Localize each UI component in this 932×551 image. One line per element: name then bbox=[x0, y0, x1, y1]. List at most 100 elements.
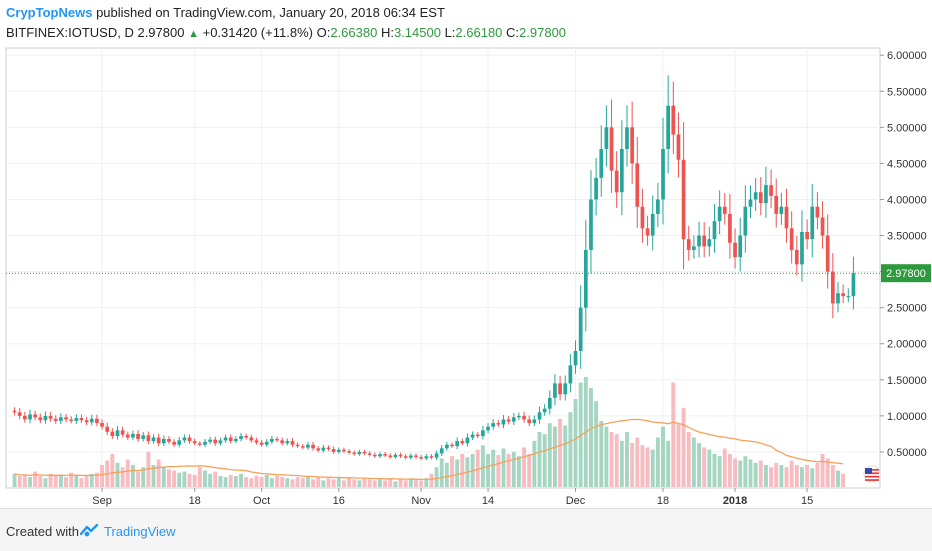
chart-header: CrypTopNews published on TradingView.com… bbox=[0, 0, 932, 48]
volume-bar bbox=[110, 454, 115, 487]
volume-bar bbox=[532, 440, 537, 487]
price-tick-label: 2.00000 bbox=[887, 339, 927, 351]
candle-body bbox=[187, 437, 192, 442]
candle-body bbox=[604, 127, 609, 149]
time-tick-label: 14 bbox=[482, 495, 494, 507]
candle-body bbox=[594, 177, 598, 200]
volume-bar bbox=[738, 460, 743, 487]
volume-bar bbox=[17, 476, 22, 487]
volume-bar bbox=[640, 445, 645, 487]
close-label: C: bbox=[506, 25, 520, 40]
volume-bar bbox=[836, 470, 840, 487]
candle-body bbox=[316, 448, 321, 451]
candle-body bbox=[774, 195, 779, 214]
published-text: published on TradingView.com, January 20… bbox=[96, 5, 445, 20]
candle-body bbox=[830, 271, 835, 304]
candle-body bbox=[182, 437, 187, 441]
candle-body bbox=[697, 235, 701, 247]
candle-body bbox=[53, 418, 58, 421]
volume-bar bbox=[22, 474, 27, 487]
volume-bar bbox=[625, 432, 629, 487]
tradingview-brand[interactable]: TradingView bbox=[104, 524, 176, 539]
candle-body bbox=[89, 418, 94, 423]
tradingview-logo-icon[interactable] bbox=[80, 522, 100, 538]
candle-body bbox=[131, 433, 135, 438]
volume-bar bbox=[146, 451, 151, 487]
candle-body bbox=[69, 419, 74, 421]
candle-body bbox=[722, 206, 727, 214]
volume-bar bbox=[635, 437, 640, 487]
candle-body bbox=[146, 435, 151, 442]
candle-body bbox=[228, 437, 233, 442]
volume-bar bbox=[789, 460, 794, 487]
candle-body bbox=[223, 437, 228, 441]
volume-bar bbox=[511, 451, 516, 487]
volume-bar bbox=[717, 456, 722, 487]
candle-body bbox=[671, 105, 676, 135]
volume-bar bbox=[316, 477, 321, 487]
candle-body bbox=[532, 419, 537, 424]
candle-body bbox=[172, 441, 176, 445]
volume-bar bbox=[486, 454, 490, 487]
price-chart[interactable]: 0.500001.000001.500002.000002.500003.000… bbox=[0, 0, 932, 508]
volume-bar bbox=[378, 479, 382, 487]
candle-body bbox=[372, 454, 377, 457]
candle-body bbox=[336, 449, 341, 452]
candle-body bbox=[676, 134, 681, 160]
candle-body bbox=[491, 423, 496, 427]
volume-bar bbox=[779, 465, 784, 487]
volume-bar bbox=[275, 476, 279, 487]
candle-body bbox=[666, 105, 671, 149]
candle-body bbox=[527, 419, 532, 424]
candle-body bbox=[465, 437, 470, 444]
candle-body bbox=[259, 442, 264, 445]
volume-bar bbox=[156, 459, 161, 487]
candle-body bbox=[434, 453, 439, 458]
volume-bar bbox=[805, 465, 810, 487]
volume-bar bbox=[774, 462, 779, 487]
volume-bar bbox=[213, 471, 218, 487]
candle-body bbox=[625, 127, 629, 149]
volume-bar bbox=[352, 479, 357, 487]
volume-bar bbox=[321, 480, 326, 487]
candle-body bbox=[820, 217, 825, 236]
volume-bar bbox=[74, 476, 79, 487]
volume-bar bbox=[48, 473, 53, 487]
candle-body bbox=[239, 436, 243, 439]
volume-bar bbox=[475, 449, 480, 487]
candle-body bbox=[455, 441, 460, 447]
candle-body bbox=[429, 456, 434, 458]
close-value: 2.97800 bbox=[519, 25, 567, 40]
price-tick-label: 0.50000 bbox=[887, 447, 927, 459]
candle-body bbox=[800, 231, 804, 265]
volume-bar bbox=[702, 447, 707, 487]
volume-bar bbox=[547, 423, 552, 487]
candle-body bbox=[738, 235, 743, 258]
volume-bar bbox=[228, 474, 233, 487]
volume-bar bbox=[64, 477, 68, 487]
candle-body bbox=[383, 454, 387, 456]
volume-bar bbox=[542, 434, 547, 487]
candle-body bbox=[836, 293, 840, 304]
candle-body bbox=[481, 430, 485, 437]
candle-body bbox=[295, 444, 300, 447]
candle-body bbox=[43, 415, 48, 421]
volume-bar bbox=[408, 478, 413, 487]
publish-line: CrypTopNews published on TradingView.com… bbox=[6, 5, 445, 20]
volume-bar bbox=[58, 474, 63, 487]
candle-body bbox=[717, 206, 722, 222]
volume-bar bbox=[460, 454, 465, 487]
candle-body bbox=[748, 199, 753, 207]
volume-bar bbox=[239, 473, 243, 487]
candle-body bbox=[841, 293, 845, 297]
volume-bar bbox=[403, 480, 408, 487]
candle-body bbox=[578, 307, 583, 351]
author-link[interactable]: CrypTopNews bbox=[6, 5, 93, 20]
candle-body bbox=[661, 148, 665, 200]
volume-bar bbox=[666, 440, 671, 487]
flag-stripe bbox=[865, 479, 879, 481]
volume-bar bbox=[187, 473, 192, 487]
candle-body bbox=[583, 249, 588, 308]
volume-bar bbox=[609, 432, 614, 487]
volume-bar bbox=[552, 426, 557, 487]
